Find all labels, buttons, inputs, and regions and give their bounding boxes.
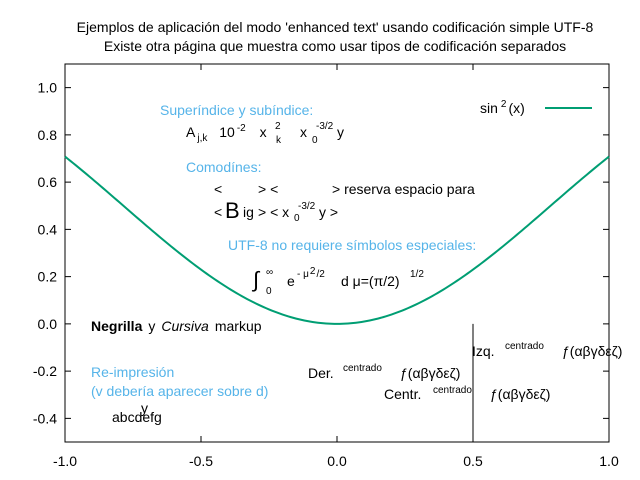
x-tick-label: 0.0: [327, 453, 347, 469]
annotation-xk-sub: k: [276, 135, 282, 146]
annotation-x0-y: y: [337, 124, 344, 140]
y-tick-label: 1.0: [38, 80, 58, 96]
annotation-overprint-base: abcdefg: [112, 409, 162, 425]
annotation-big-y: y >: [319, 204, 338, 220]
y-tick-label: -0.4: [33, 410, 57, 426]
chart-subtitle: Existe otra página que muestra como usar…: [104, 38, 566, 54]
x-axis: -1.0 -0.5 0.0 0.5 1.0: [53, 64, 619, 469]
annotation-big-sub: 0: [294, 213, 300, 224]
y-tick-label: 0.4: [38, 221, 58, 237]
annotation-overprint-sub: (v debería aparecer sobre d): [91, 383, 268, 399]
annotation-superscripts-heading: Superíndice y subíndice:: [160, 102, 313, 118]
annotation-right-centered: centrado: [343, 363, 382, 374]
annotation-overprint-over: y: [141, 400, 148, 416]
chart-title: Ejemplos de aplicación del modo 'enhance…: [77, 19, 594, 35]
annotation-markup: Negrilla y Cursiva markup: [91, 318, 262, 334]
y-tick-label: 0.8: [38, 127, 58, 143]
legend: sin 2 (x): [480, 99, 592, 116]
annotation-right-label: Der.: [308, 365, 334, 381]
x-tick-label: 0.5: [463, 453, 483, 469]
annotation-big-lt: <: [214, 204, 222, 220]
annotation-big-b: B: [225, 198, 240, 223]
annotation-reserve-left: <: [214, 181, 222, 197]
legend-label: sin 2 (x): [480, 99, 525, 116]
annotation-left-label: Izq.: [472, 343, 495, 359]
x-tick-label: -1.0: [53, 453, 77, 469]
annotation-right-greek: ƒ(αβγδεζ): [400, 365, 460, 381]
y-tick-label: -0.2: [33, 363, 57, 379]
x-tick-label: 1.0: [599, 453, 619, 469]
annotation-center-label: Centr.: [384, 386, 421, 402]
annotation-left-centered: centrado: [505, 341, 544, 352]
annotation-big-rest: ig: [243, 204, 254, 220]
annotation-integrand-sup: - μ2/2: [297, 266, 325, 280]
annotation-utf8-heading: UTF-8 no requiere símbolos especiales:: [228, 237, 476, 253]
annotation-wildcards-heading: Comodínes:: [186, 159, 261, 175]
y-tick-label: 0.0: [38, 316, 58, 332]
annotation-integrand-pow: 1/2: [410, 269, 424, 280]
annotation-big-sup: -3/2: [298, 201, 316, 212]
annotation-x0-sub: 0: [312, 135, 318, 146]
y-tick-label: 0.2: [38, 269, 58, 285]
annotation-big-gt: > < x: [258, 204, 289, 220]
y-axis: 1.0 0.8 0.6 0.4 0.2 0.0 -0.2 -0.4: [33, 80, 609, 426]
annotation-integrand-tail: d μ=(π/2): [341, 273, 400, 289]
annotation-overprint-heading: Re-impresión: [91, 364, 174, 380]
annotation-integral-sub: 0: [266, 286, 272, 297]
annotation-center-greek: ƒ(αβγδεζ): [490, 386, 550, 402]
annotation-x0-sup: -3/2: [316, 121, 334, 132]
annotation-reserve-mid: > <: [258, 181, 278, 197]
annotation-integral-sup: ∞: [266, 267, 273, 278]
annotation-integral: ∫: [251, 267, 261, 292]
annotation-x0: x: [300, 124, 307, 140]
annotation-left-greek: ƒ(αβγδεζ): [562, 343, 622, 359]
x-tick-label: -0.5: [189, 453, 213, 469]
series-sin2-line: [64, 155, 610, 325]
annotation-integrand: e: [287, 273, 295, 289]
annotation-center-centered: centrado: [433, 385, 472, 396]
annotation-reserve-tail: > reserva espacio para: [332, 181, 475, 197]
y-tick-label: 0.6: [38, 174, 58, 190]
annotation-xk-sup: 2: [275, 121, 281, 132]
